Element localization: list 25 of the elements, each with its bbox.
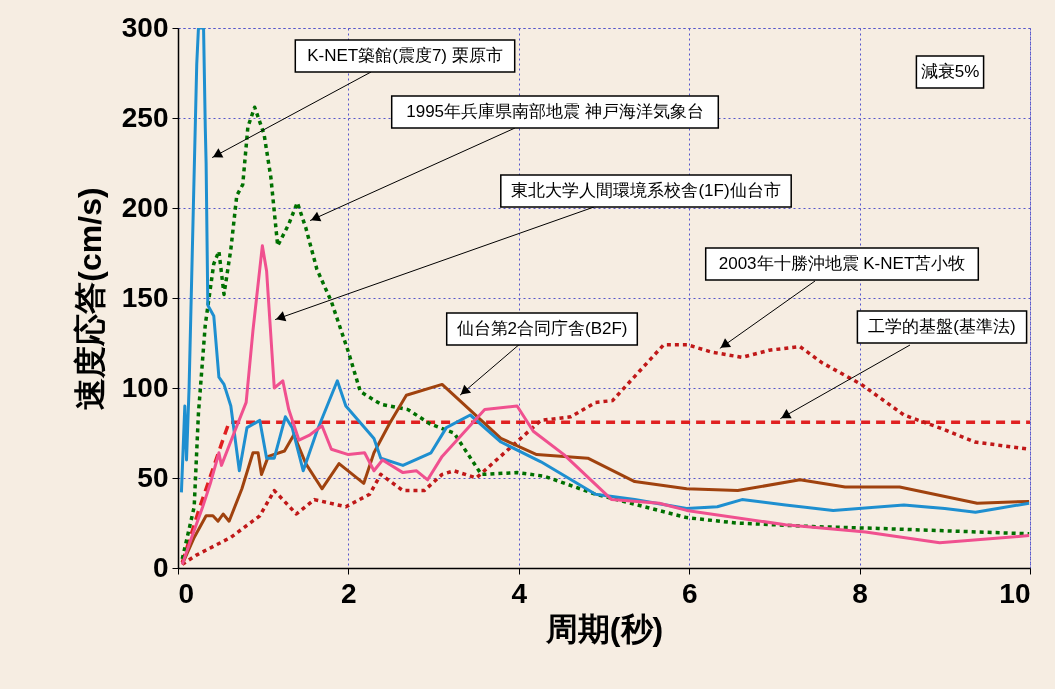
x-tick-label: 8 [852, 577, 868, 609]
annotation: 減衰5% [920, 62, 980, 81]
line-series [180, 244, 1030, 566]
annotation: 2003年十勝沖地震 K-NET苫小牧 [718, 254, 966, 273]
y-tick-label: 50 [137, 461, 169, 493]
y-tick-label: 300 [121, 11, 169, 43]
line-series [180, 382, 1030, 566]
y-axis-title: 速度応答(cm/s) [71, 187, 108, 410]
y-tick-label: 100 [121, 371, 169, 403]
annotation: 1995年兵庫県南部地震 神戸海洋気象台 [406, 102, 704, 121]
annotation: 仙台第2合同庁舎(B2F) [456, 319, 628, 338]
y-tick-label: 200 [121, 191, 169, 223]
y-tick-label: 0 [152, 551, 169, 583]
x-axis-title: 周期(秒) [544, 610, 664, 647]
x-tick-label: 2 [341, 577, 357, 609]
x-tick-label: 10 [999, 577, 1031, 609]
annotation: 工学的基盤(基準法) [868, 317, 1016, 336]
x-tick-label: 0 [178, 577, 195, 609]
x-tick-label: 4 [511, 577, 528, 609]
annotation: K-NET築館(震度7) 栗原市 [307, 46, 503, 65]
y-tick-label: 150 [121, 281, 169, 313]
x-tick-label: 6 [681, 577, 698, 609]
annotation: 東北大学人間環境系校舎(1F)仙台市 [511, 181, 781, 200]
line-series [180, 420, 1030, 565]
y-tick-label: 250 [121, 101, 169, 133]
